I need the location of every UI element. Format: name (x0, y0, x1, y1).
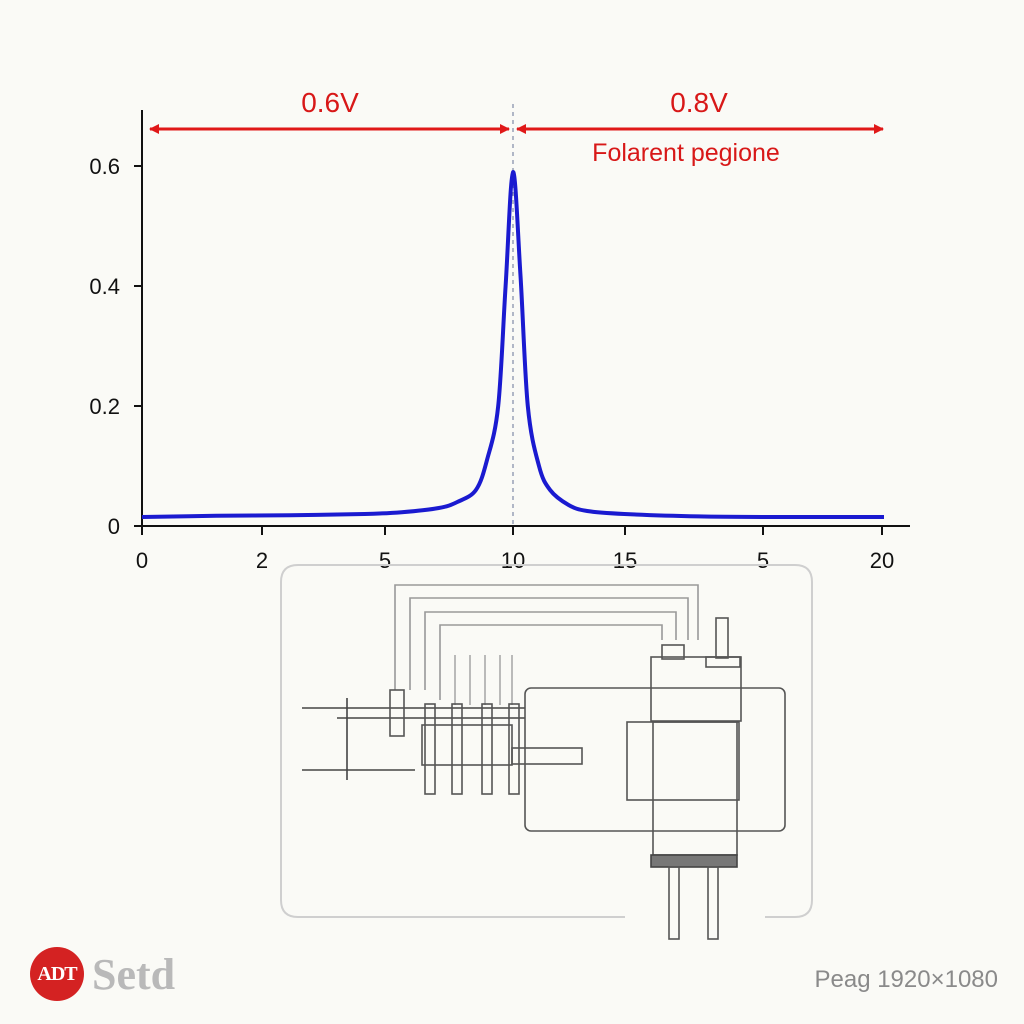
brand-logo: ADT Setd (30, 946, 175, 1002)
y-tick-label: 0.4 (89, 274, 120, 299)
schematic-housing (524, 687, 786, 832)
chart: 0 2 5 10 15 5 20 0 0.2 0.4 0.6 (89, 104, 910, 573)
annotation-right-voltage: 0.8V (670, 87, 728, 118)
y-tick-label: 0 (108, 514, 120, 539)
schematic-leg-left (668, 866, 680, 940)
schematic-connector (389, 689, 405, 737)
schematic-comb (421, 703, 520, 795)
y-tick-label: 0.2 (89, 394, 120, 419)
annotation-region-label: Folarent pegione (592, 139, 780, 167)
schematic-tab-right (715, 617, 729, 659)
schematic-leg-right (707, 866, 719, 940)
x-tick-label: 0 (136, 548, 148, 573)
x-tick-label: 10 (501, 548, 525, 573)
resolution-label: Peag 1920×1080 (814, 966, 998, 993)
schematic-body-core (652, 721, 738, 856)
x-tick-label: 20 (870, 548, 894, 573)
schematic-tab-block (705, 656, 741, 668)
schematic-frame (280, 564, 813, 918)
schematic-tab-left (661, 644, 685, 660)
x-tick-label: 15 (613, 548, 637, 573)
x-tick-label: 5 (757, 548, 769, 573)
x-tick-label: 5 (379, 548, 391, 573)
device-schematic (280, 564, 813, 940)
series-line (141, 169, 885, 520)
schematic-left-leads (302, 698, 525, 780)
schematic-shaft (511, 747, 583, 765)
schematic-body-top (650, 656, 742, 722)
x-tick-label: 2 (256, 548, 268, 573)
schematic-pins (454, 655, 513, 705)
annotation-left-voltage: 0.6V (301, 87, 359, 118)
schematic-wiring (394, 584, 699, 700)
y-tick-label: 0.6 (89, 154, 120, 179)
annotations: 0.6V 0.8V Folarent pegione (149, 87, 884, 167)
schematic-base-plate (650, 854, 738, 868)
brand-logo-icon: ADT (30, 947, 84, 1001)
brand-name: Setd (92, 949, 176, 999)
schematic-body-side (626, 721, 740, 801)
y-ticks: 0 0.2 0.4 0.6 (89, 154, 142, 539)
x-ticks: 0 2 5 10 15 5 20 (136, 526, 894, 573)
